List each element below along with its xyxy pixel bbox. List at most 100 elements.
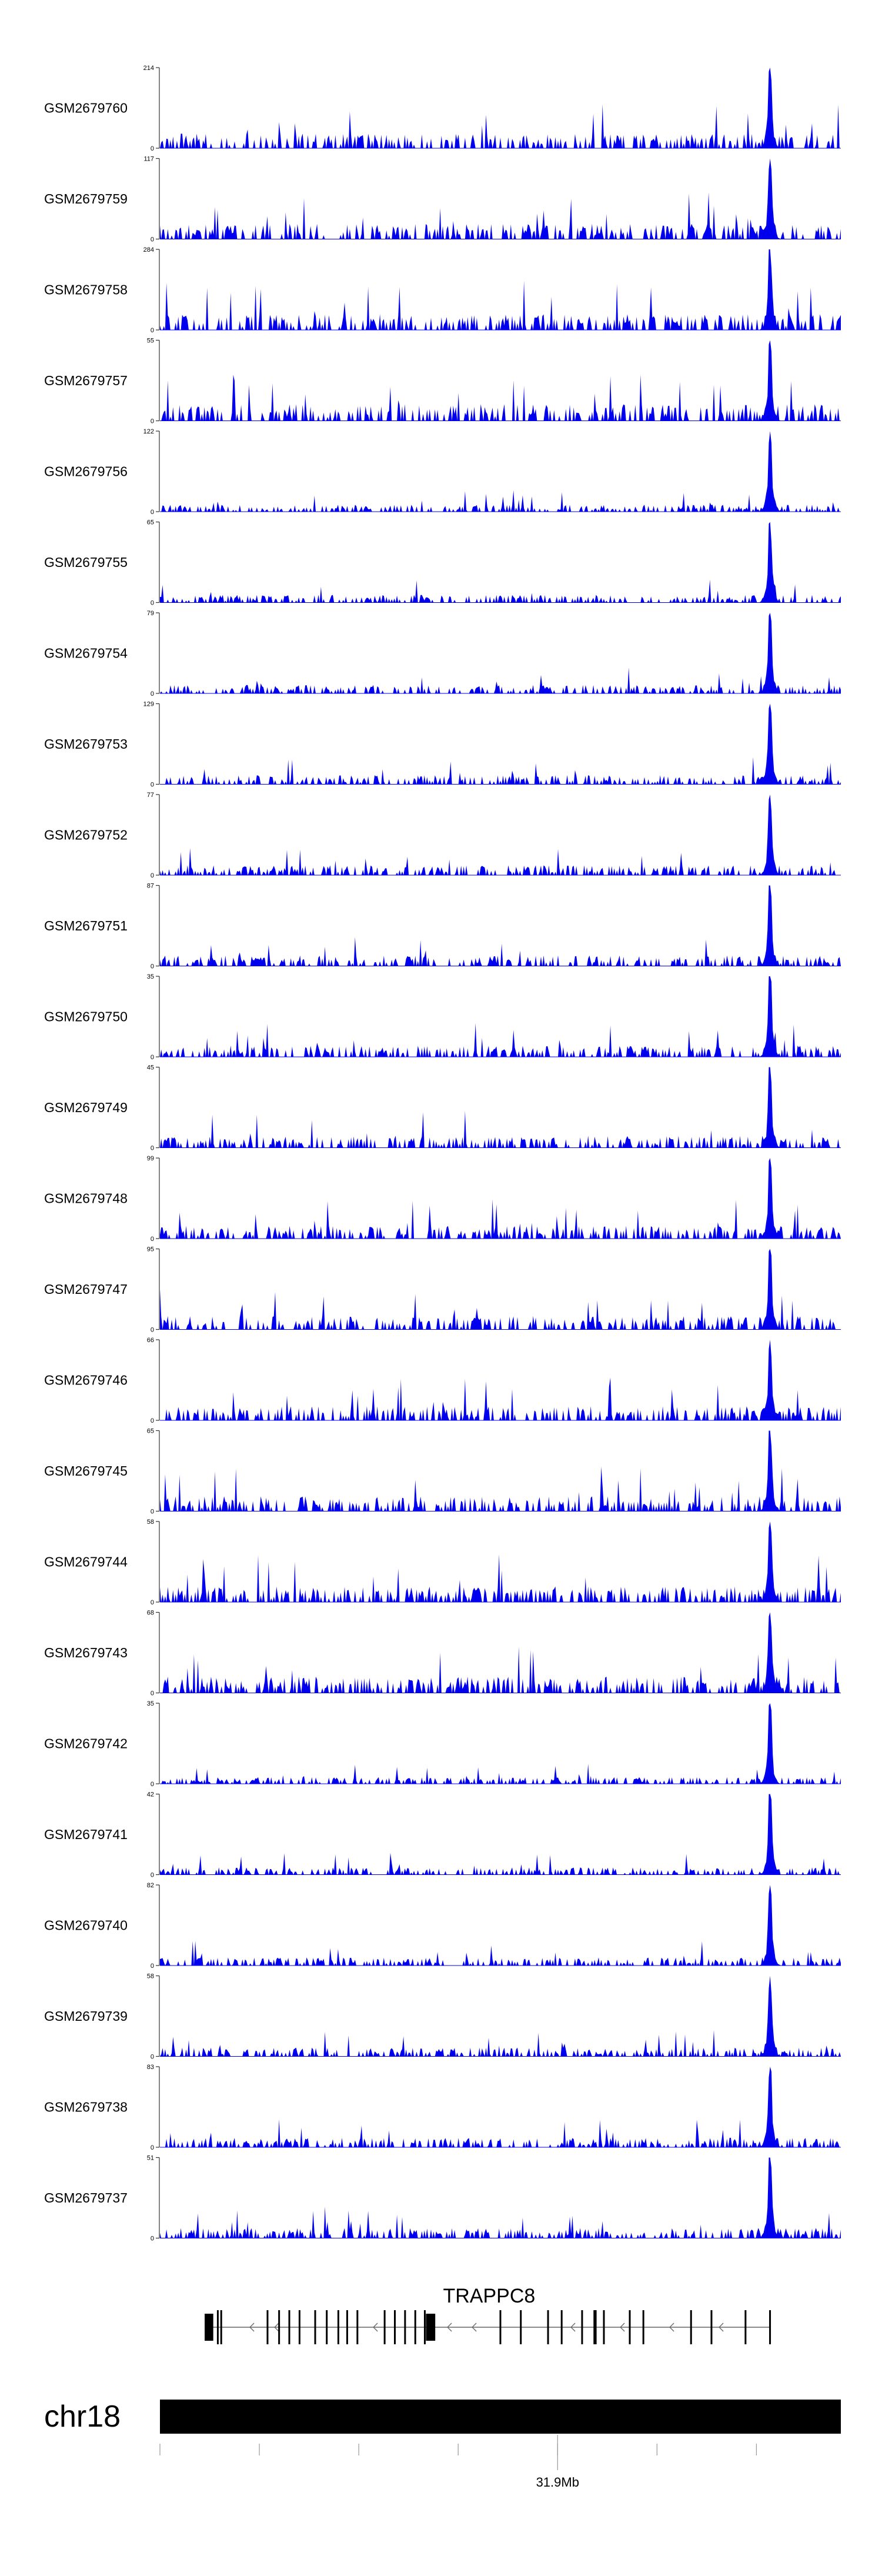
coverage-track: GSM2679741 42 0 bbox=[44, 1791, 841, 1879]
y-axis-min-label: 0 bbox=[151, 1236, 154, 1243]
gene-exon bbox=[414, 2310, 416, 2344]
strand-arrow bbox=[719, 2323, 724, 2332]
strand-arrow bbox=[373, 2323, 378, 2332]
track-label: GSM2679738 bbox=[44, 2100, 128, 2115]
y-axis-max-label: 58 bbox=[147, 1973, 154, 1980]
gene-exon bbox=[346, 2310, 348, 2344]
track-label: GSM2679753 bbox=[44, 736, 128, 752]
y-axis-max-label: 129 bbox=[143, 701, 154, 708]
gene-exon bbox=[216, 2310, 219, 2344]
y-axis-max-label: 87 bbox=[147, 883, 154, 890]
y-axis-max-label: 79 bbox=[147, 610, 154, 617]
track-label: GSM2679741 bbox=[44, 1827, 128, 1842]
coverage-area bbox=[160, 1885, 841, 1966]
coverage-track: GSM2679750 35 0 bbox=[44, 973, 841, 1061]
coverage-area bbox=[160, 1340, 841, 1420]
strand-arrow bbox=[274, 2323, 279, 2332]
coverage-track: GSM2679738 83 0 bbox=[44, 2064, 841, 2151]
gene-exon bbox=[581, 2310, 583, 2344]
track-label: GSM2679747 bbox=[44, 1282, 128, 1297]
gene-label: TRAPPC8 bbox=[443, 2285, 535, 2307]
track-label: GSM2679754 bbox=[44, 646, 128, 661]
y-axis-min-label: 0 bbox=[151, 1963, 154, 1970]
strand-arrow bbox=[249, 2323, 255, 2332]
y-axis-max-label: 58 bbox=[147, 1519, 154, 1526]
y-axis-max-label: 51 bbox=[147, 2155, 154, 2162]
y-axis-max-label: 117 bbox=[143, 156, 154, 163]
y-axis-min-label: 0 bbox=[151, 509, 154, 516]
y-axis-min-label: 0 bbox=[151, 1417, 154, 1424]
chromosome-ideogram-track: chr18 31.9Mb bbox=[44, 2400, 841, 2490]
coverage-track: GSM2679759 117 0 bbox=[44, 156, 841, 243]
coverage-area bbox=[160, 340, 841, 421]
y-axis-max-label: 45 bbox=[147, 1065, 154, 1072]
coverage-area bbox=[160, 2157, 841, 2238]
coverage-track: GSM2679743 68 0 bbox=[44, 1610, 841, 1697]
gene-annotation-track: TRAPPC8 bbox=[205, 2285, 771, 2344]
y-axis-min-label: 0 bbox=[151, 1145, 154, 1152]
y-axis-max-label: 66 bbox=[147, 1337, 154, 1344]
coverage-track: GSM2679742 35 0 bbox=[44, 1700, 841, 1788]
y-axis-max-label: 122 bbox=[143, 428, 154, 435]
coverage-track: GSM2679755 65 0 bbox=[44, 519, 841, 607]
gene-exon bbox=[426, 2314, 432, 2341]
coordinate-tick-label: 31.9Mb bbox=[536, 2475, 579, 2490]
gene-exon bbox=[266, 2310, 269, 2344]
coverage-track: GSM2679737 51 0 bbox=[44, 2155, 841, 2243]
y-axis-min-label: 0 bbox=[151, 418, 154, 425]
coverage-area bbox=[160, 613, 841, 693]
coverage-area bbox=[160, 1612, 841, 1693]
y-axis-min-label: 0 bbox=[151, 1509, 154, 1516]
coverage-track: GSM2679758 284 0 bbox=[44, 246, 841, 334]
coverage-track: GSM2679749 45 0 bbox=[44, 1065, 841, 1152]
gene-exon bbox=[314, 2310, 316, 2344]
gene-exon bbox=[769, 2310, 771, 2344]
y-axis-min-label: 0 bbox=[151, 872, 154, 879]
coverage-area bbox=[160, 431, 841, 512]
gene-exon bbox=[603, 2310, 605, 2344]
gene-exon bbox=[383, 2310, 386, 2344]
strand-arrow bbox=[472, 2323, 477, 2332]
y-axis-min-label: 0 bbox=[151, 1872, 154, 1879]
y-axis-max-label: 65 bbox=[147, 1428, 154, 1435]
coverage-area bbox=[160, 1430, 841, 1511]
y-axis-min-label: 0 bbox=[151, 782, 154, 789]
y-axis-min-label: 0 bbox=[151, 2054, 154, 2061]
strand-arrow bbox=[669, 2323, 674, 2332]
y-axis-max-label: 68 bbox=[147, 1610, 154, 1617]
y-axis-max-label: 55 bbox=[147, 338, 154, 345]
y-axis-max-label: 99 bbox=[147, 1155, 154, 1162]
gene-exon bbox=[278, 2310, 280, 2344]
gene-exon bbox=[499, 2310, 502, 2344]
y-axis-max-label: 35 bbox=[147, 973, 154, 980]
coverage-track: GSM2679757 55 0 bbox=[44, 338, 841, 425]
y-axis-max-label: 214 bbox=[143, 65, 154, 72]
track-label: GSM2679745 bbox=[44, 1463, 128, 1479]
coverage-area bbox=[160, 1158, 841, 1239]
gene-exon bbox=[594, 2310, 597, 2344]
coverage-area bbox=[160, 68, 841, 148]
y-axis-min-label: 0 bbox=[151, 963, 154, 970]
strand-arrow bbox=[570, 2323, 576, 2332]
track-label: GSM2679739 bbox=[44, 2008, 128, 2024]
track-label: GSM2679750 bbox=[44, 1009, 128, 1025]
track-label: GSM2679742 bbox=[44, 1736, 128, 1751]
gene-exon bbox=[356, 2310, 359, 2344]
y-axis-min-label: 0 bbox=[151, 145, 154, 152]
coverage-track: GSM2679740 82 0 bbox=[44, 1882, 841, 1970]
coverage-track: GSM2679753 129 0 bbox=[44, 701, 841, 789]
track-label: GSM2679756 bbox=[44, 464, 128, 479]
coverage-area bbox=[160, 249, 841, 330]
y-axis-min-label: 0 bbox=[151, 2144, 154, 2151]
gene-exon bbox=[394, 2310, 396, 2344]
chromosome-band bbox=[160, 2400, 841, 2434]
coverage-area bbox=[160, 1521, 841, 1602]
track-label: GSM2679737 bbox=[44, 2190, 128, 2205]
y-axis-min-label: 0 bbox=[151, 327, 154, 334]
gene-exon bbox=[710, 2310, 713, 2344]
gene-exon bbox=[288, 2310, 290, 2344]
gene-exon bbox=[560, 2310, 563, 2344]
y-axis-max-label: 65 bbox=[147, 519, 154, 526]
coverage-area bbox=[160, 522, 841, 603]
